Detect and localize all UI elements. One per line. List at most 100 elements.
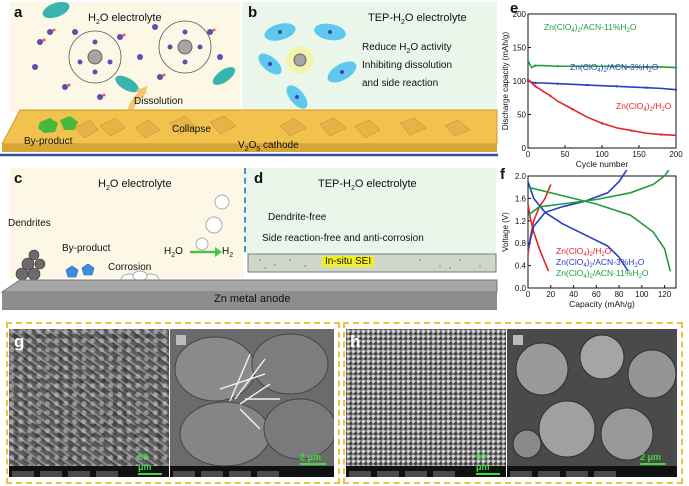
y-tick-label: 0.4 [515,262,527,271]
series-line [527,80,677,91]
panel-a-title: H2O electrolyte [88,12,162,27]
data-point [526,59,530,63]
scale-bar-h-high: 2 μm [640,452,666,465]
y-tick-label: 0 [522,144,527,153]
data-point [534,85,537,88]
data-point [526,78,530,81]
scale-bar-g-low: 50 μm [138,452,162,475]
data-point [615,85,618,88]
discharge-curve [527,181,629,272]
data-point [534,81,537,85]
collapse-label: Collapse [172,124,211,135]
y-tick-label: 50 [517,111,526,120]
data-point [645,65,648,69]
x-tick-label: 0 [526,150,531,159]
sem-image-g-high [170,329,334,477]
x-tick-label: 20 [546,290,555,299]
data-point [645,86,648,89]
data-point [556,82,559,85]
y-tick-label: 1.2 [515,217,527,226]
sem-h-inset [513,335,523,345]
x-tick-label: 80 [615,290,624,299]
x-tick-label: 150 [632,150,646,159]
panel-c-title: H2O electrolyte [98,178,172,193]
sem-h-high-texture [512,334,677,461]
panel-b-illustration [258,23,357,109]
x-tick-label: 60 [592,290,601,299]
panel-a [10,2,240,112]
panel-b-line3: and side reaction [362,78,439,89]
h2-label: H2 [222,246,234,259]
h2o-label: H2O [164,246,183,259]
x-tick-label: 100 [595,150,609,159]
panel-d-line1: Dendrite-free [268,212,327,223]
plot-frame [527,175,677,289]
panel-g-label: g [14,332,25,351]
sei-label: In-situ SEI [322,256,375,267]
data-point [615,65,618,68]
chart-f: 0 20 40 60 80 100 120 0.0 0.4 0.8 1.2 1.6 2.0 Capacit… [501,170,677,309]
panel-e-label: e [510,0,519,17]
data-point [556,65,559,68]
panel-d [246,168,496,254]
panel-b-title: TEP-H2O electrolyte [368,12,467,27]
sem-g-inset [176,335,186,345]
x-tick-label: 100 [635,290,649,299]
byproduct-label-c: By-product [62,243,111,254]
x-axis-label: Capacity (mAh/g) [569,299,635,309]
sem-image-h-high [507,329,677,477]
data-point [534,64,537,67]
y-tick-label: 2.0 [515,172,527,181]
x-axis-label: Cycle number [576,159,629,169]
y-axis-label: Voltage (V) [501,212,510,252]
panel-b-label: b [248,4,258,21]
anode-label: Zn metal anode [214,293,291,305]
legend-label: Zn(ClO4)2/ACN-3%H2O [556,257,645,269]
scale-bar-h-low: 50 μm [476,452,500,475]
panel-c-label: c [14,170,23,187]
plot-frame [527,13,677,149]
dendrites-label: Dendrites [8,218,51,229]
byproduct-label-a: By-product [24,136,73,147]
data-point [674,88,678,91]
data-point [571,107,574,111]
x-tick-label: 200 [669,150,683,159]
sem-g-high-texture [174,333,334,467]
data-point [549,94,552,97]
panel-b [242,2,497,112]
panel-divider [244,168,246,252]
data-point [586,65,589,68]
panel-d-line2: Side reaction-free and anti-corrosion [262,233,424,244]
cathode-slab [0,109,498,157]
x-tick-label: 0 [526,290,531,299]
data-point [600,122,604,125]
y-tick-label: 200 [513,10,527,19]
panel-h-frame [343,322,683,484]
cathode-label: V2O5 cathode [238,140,299,153]
y-tick-label: 1.6 [515,194,527,203]
data-point [674,66,678,69]
panel-h-label: h [350,332,361,351]
scale-bar-g-high: 2 μm [300,452,326,465]
panel-b-line1: Reduce H2O activity [362,42,452,55]
corrosion-label: Corrosion [108,262,152,273]
panel-g-frame [6,322,340,484]
panel-c-illustration [0,194,498,310]
panel-d-label: d [254,170,264,187]
sem-image-h-low [346,329,506,477]
panel-f-label: f [500,166,505,183]
legend-label: Zn(ClO4)2/H2O [556,246,612,258]
dissolution-label: Dissolution [134,96,183,107]
series-line [527,79,677,137]
charge-curve [527,170,670,216]
panel-c [10,168,244,278]
legend-label: Zn(ClO4)2/H2O [616,101,672,113]
chart-e: 0 50 100 150 200 0 50 100 150 200 Cycle number Disc… [501,10,683,169]
y-tick-label: 0.0 [515,284,527,293]
data-point [586,83,589,87]
data-point [660,133,663,136]
legend-label: Zn(ClO4)2/ACN-11%H2O [544,22,637,34]
data-point [630,129,633,132]
panel-a-label: a [14,4,23,21]
discharge-curve [527,186,672,272]
